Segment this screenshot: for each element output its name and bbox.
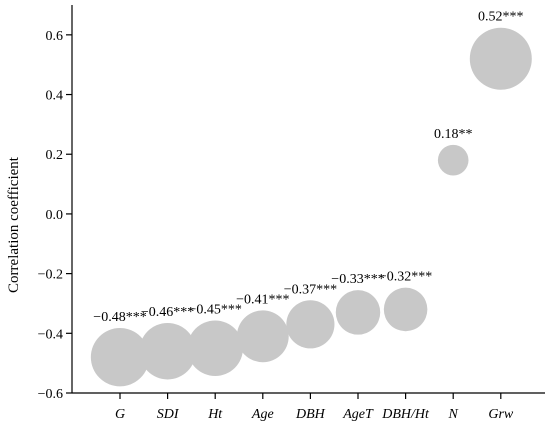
y-tick-label: 0.4 [46, 89, 64, 104]
y-ticks: 0.6 0.4 0.2 0.0 −0.2 −0.4 −0.6 [38, 29, 72, 402]
y-tick-label: −0.6 [38, 387, 63, 402]
x-tick-label: Grw [488, 407, 514, 422]
data-labels: −0.48***−0.46***−0.45***−0.41***−0.37***… [93, 10, 523, 325]
data-label: 0.52*** [478, 10, 524, 25]
data-label: −0.45*** [188, 302, 241, 317]
bubble-point [383, 287, 428, 332]
x-tick-label: G [115, 407, 125, 422]
x-tick-label: Ht [207, 407, 223, 422]
y-tick-label: −0.2 [38, 268, 63, 283]
y-tick-label: 0.6 [46, 29, 64, 44]
bubble-point [236, 310, 289, 363]
bubble-point [187, 320, 243, 376]
x-tick-label: DBH/Ht [381, 407, 430, 422]
x-tick-label: AgeT [342, 407, 374, 422]
data-label: −0.33*** [331, 272, 384, 287]
data-label: −0.32*** [379, 270, 432, 285]
bubble-point [335, 290, 381, 335]
axes-layer [71, 5, 545, 394]
bubble-point [437, 144, 469, 176]
x-ticks: G SDI Ht Age DBH AgeT DBH/Ht N Grw [115, 393, 514, 422]
x-tick-label: N [448, 407, 459, 422]
x-tick-label: DBH [295, 407, 326, 422]
x-tick-label: Age [251, 407, 274, 422]
y-tick-label: −0.4 [38, 327, 63, 342]
x-tick-label: SDI [157, 407, 180, 422]
data-label: −0.48*** [93, 310, 146, 325]
y-axis-label: Correlation coefficient [6, 156, 22, 293]
y-tick-label: 0.0 [46, 208, 64, 223]
bubble-point [286, 300, 335, 349]
data-label: −0.37*** [284, 282, 337, 297]
bubble-point [469, 27, 532, 90]
bubble-point [90, 328, 150, 387]
y-tick-label: 0.2 [46, 148, 64, 163]
bubble-point [139, 322, 196, 380]
data-label: 0.18** [434, 127, 473, 142]
bubbles-layer [90, 27, 532, 387]
data-label: −0.46*** [141, 305, 194, 320]
data-label: −0.41*** [236, 292, 289, 307]
